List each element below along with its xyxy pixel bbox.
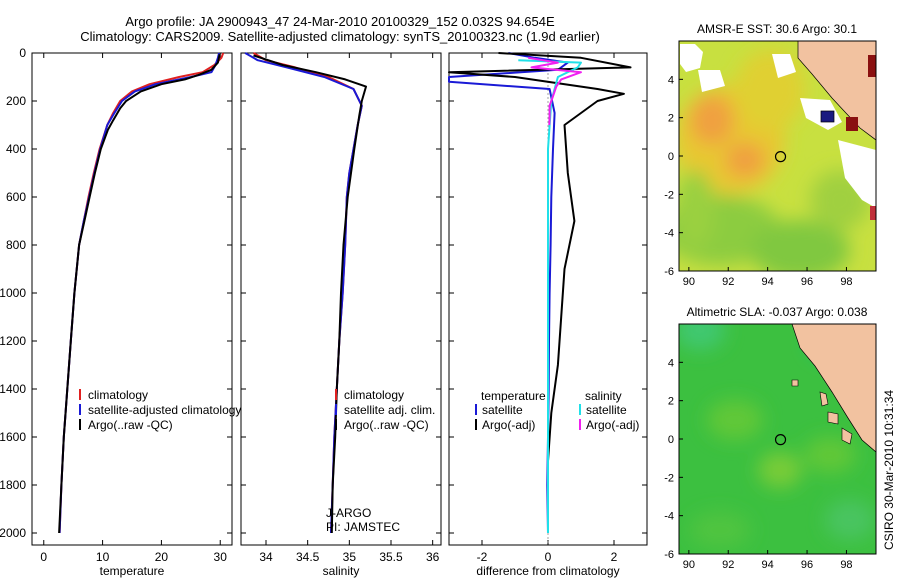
x-tick-label: 36 — [426, 550, 440, 564]
legend-entry: Argo(-adj) — [586, 418, 639, 432]
y-tick-label: 1400 — [0, 382, 26, 396]
y-tick-label: 2000 — [0, 526, 26, 540]
sst-map-axes: 90 92 94 96 98 -6 -4 -2 0 2 4 — [664, 74, 852, 288]
y-tick-label: 1000 — [0, 286, 26, 300]
sla-map-panel: Altimetric SLA: -0.037 Argo: 0.038 90 92 9… — [664, 305, 877, 571]
series-line-argo-raw-qc- — [58, 54, 221, 534]
argo-position-marker — [774, 151, 787, 163]
sla-map-axes: 90 92 94 96 98 -6 -4 -2 0 2 4 — [664, 357, 852, 571]
map-y-tick-label: 2 — [668, 113, 674, 125]
x-tick-label: 35 — [343, 550, 357, 564]
x-tick-label: 30 — [214, 550, 228, 564]
map-y-tick-label: -4 — [664, 228, 674, 240]
x-tick-label: 35.5 — [379, 550, 403, 564]
argo-position-marker — [774, 434, 787, 446]
x-tick-label: 34.5 — [296, 550, 320, 564]
x-axis-label: temperature — [100, 564, 165, 578]
series-line-argo-adj- — [528, 56, 582, 126]
map-y-tick-label: -4 — [664, 511, 674, 523]
salinity-panel: 34 34.5 35 35.5 36 salinity climatologysatelli… — [240, 52, 442, 578]
map-x-tick-label: 90 — [683, 276, 695, 288]
series-line-argo-adj- — [448, 52, 632, 533]
map-y-tick-label: 0 — [668, 151, 674, 163]
y-tick-label: 0 — [19, 46, 26, 60]
sst-field — [679, 41, 876, 271]
map-x-tick-label: 94 — [762, 559, 774, 571]
x-tick-label: 10 — [96, 550, 110, 564]
series-line-satellite-adj-clim- — [244, 52, 363, 534]
figure-title-line-1: Argo profile: JA 2900943_47 24-Mar-2010 … — [125, 14, 555, 29]
sst-map-panel: AMSR-E SST: 30.6 Argo: 30.1 — [664, 22, 877, 288]
y-tick-label: 800 — [6, 238, 26, 252]
legend-entry: satellite — [482, 403, 523, 417]
map-y-tick-label: 4 — [668, 357, 674, 369]
map-x-tick-label: 92 — [722, 276, 734, 288]
temperature-axes-box — [31, 52, 233, 546]
x-tick-label: 34 — [259, 550, 273, 564]
map-y-tick-label: 0 — [668, 434, 674, 446]
legend-entry: Argo(..raw -QC) — [88, 418, 173, 432]
side-timestamp-label: CSIRO 30-Mar-2010 10:31:34 — [882, 390, 896, 550]
map-y-tick-label: -2 — [664, 472, 674, 484]
map-y-tick-label: 2 — [668, 396, 674, 408]
series-line-satellite — [518, 59, 582, 533]
y-tick-label: 200 — [6, 94, 26, 108]
series-line-climatology — [253, 52, 363, 534]
x-tick-label: 0 — [545, 550, 552, 564]
x-tick-label: 20 — [155, 550, 169, 564]
map-y-tick-label: -6 — [664, 549, 674, 561]
legend-group-heading: salinity — [585, 389, 622, 403]
institution-annotation: PI: JAMSTEC — [326, 520, 400, 534]
sla-map-title: Altimetric SLA: -0.037 Argo: 0.038 — [687, 305, 868, 319]
series-line-satellite-adjusted-climatology — [58, 52, 221, 534]
temperature-panel: 0 10 20 30 temperature 0 200 400 600 800 1000 1200 1… — [0, 46, 241, 578]
y-tick-label: 1600 — [0, 430, 26, 444]
institution-annotation: J-ARGO — [326, 506, 371, 520]
legend-entry: climatology — [88, 388, 148, 402]
y-tick-label: 600 — [6, 190, 26, 204]
legend-entry: Argo(..raw -QC) — [344, 418, 429, 432]
legend-entry: satellite — [586, 403, 627, 417]
y-tick-label: 1800 — [0, 478, 26, 492]
map-y-tick-label: 4 — [668, 74, 674, 86]
legend-entry: satellite-adjusted climatology — [88, 403, 241, 417]
x-tick-label: 0 — [40, 550, 47, 564]
map-x-tick-label: 96 — [801, 276, 813, 288]
y-tick-label: 1200 — [0, 334, 26, 348]
sla-field — [679, 324, 876, 554]
map-x-tick-label: 96 — [801, 559, 813, 571]
y-tick-label: 400 — [6, 142, 26, 156]
legend-entry: Argo(-adj) — [482, 418, 535, 432]
map-x-tick-label: 92 — [722, 559, 734, 571]
sst-map-title: AMSR-E SST: 30.6 Argo: 30.1 — [697, 22, 857, 36]
x-axis-label: salinity — [323, 564, 360, 578]
map-x-tick-label: 98 — [840, 559, 852, 571]
figure-title-line-2: Climatology: CARS2009. Satellite-adjuste… — [80, 29, 600, 44]
map-x-tick-label: 98 — [840, 276, 852, 288]
series-line-argo-raw-qc- — [253, 54, 367, 534]
x-tick-label: -2 — [477, 550, 488, 564]
x-tick-label: 2 — [611, 550, 618, 564]
salinity-axes-box — [240, 52, 442, 546]
map-x-tick-label: 90 — [683, 559, 695, 571]
x-axis-label: difference from climatology — [476, 564, 619, 578]
series-line-climatology — [58, 52, 225, 534]
map-y-tick-label: -6 — [664, 266, 674, 278]
map-x-tick-label: 94 — [762, 276, 774, 288]
legend-group-heading: temperature — [481, 389, 546, 403]
legend-entry: climatology — [344, 388, 404, 402]
profile-panels: 0 10 20 30temperature0200400600800100012001… — [0, 46, 648, 578]
map-y-tick-label: -2 — [664, 189, 674, 201]
legend-entry: satellite adj. clim. — [344, 403, 435, 417]
